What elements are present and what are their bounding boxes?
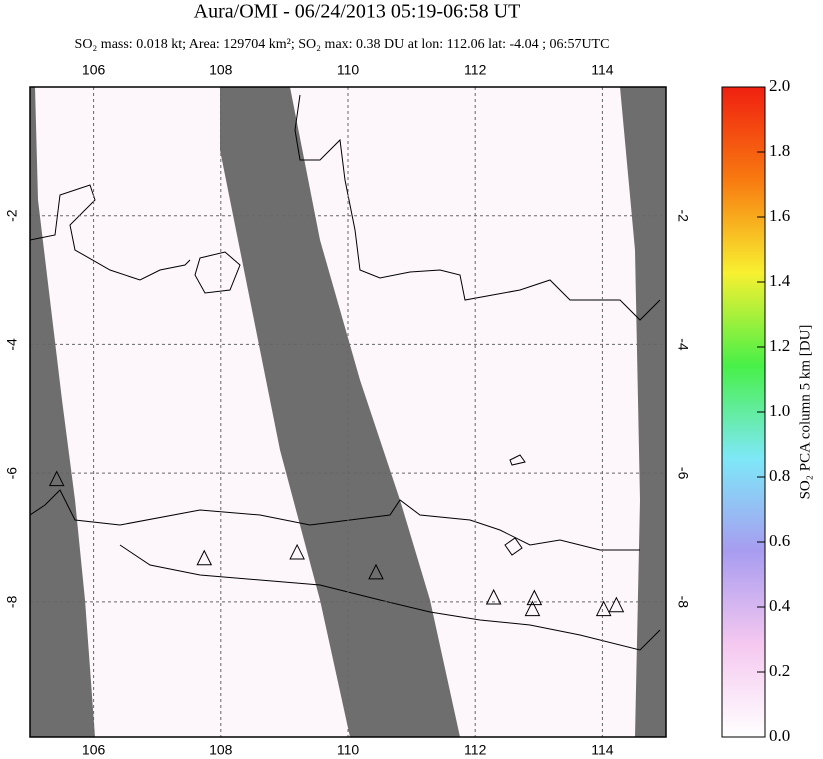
x-tick-label: 110: [337, 62, 360, 78]
colorbar-tick-label: 1.4: [769, 271, 791, 290]
y-tick-label: -4: [675, 338, 691, 351]
x-tick-label: 110: [337, 742, 360, 758]
colorbar-tick-label: 1.0: [769, 401, 790, 420]
colorbar-tick-label: 0.6: [769, 531, 790, 550]
x-tick-label: 108: [209, 62, 233, 78]
volcano: [485, 588, 502, 605]
x-tick-label: 106: [82, 742, 106, 758]
subtitle: SO₂ mass: 0.018 kt; Area: 129704 km²; SO…: [75, 37, 610, 52]
colorbar-tick-label: 0.0: [769, 726, 790, 745]
coastlines: [30, 94, 661, 651]
no-data-swath: [30, 87, 95, 737]
y-tick-label: -8: [675, 596, 691, 609]
y-tick-label: -2: [4, 209, 20, 222]
colorbar-tick-label: 1.6: [769, 206, 790, 225]
grid: [30, 87, 666, 737]
no-data-swath: [620, 87, 666, 737]
volcano: [524, 600, 541, 617]
map-frame: [29, 86, 667, 738]
x-tick-label: 114: [591, 62, 614, 78]
colorbar-tick-label: 1.8: [769, 141, 790, 160]
y-tick-label: -2: [675, 209, 691, 222]
no-data-swath: [220, 87, 460, 737]
volcano-layer: [48, 470, 625, 617]
y-tick-label: -4: [4, 338, 20, 351]
colorbar-tick-label: 0.8: [769, 466, 790, 485]
colorbar-tick-label: 2.0: [769, 76, 790, 95]
y-tick-label: -6: [4, 467, 20, 480]
colorbar-tick-label: 0.4: [769, 596, 791, 615]
volcano: [196, 549, 213, 566]
volcano: [289, 543, 305, 560]
x-tick-label: 112: [464, 62, 487, 78]
y-tick-label: -6: [675, 467, 691, 480]
x-tick-label: 114: [591, 742, 614, 758]
colorbar-tick-label: 1.2: [769, 336, 790, 355]
title: Aura/OMI - 06/24/2013 05:19-06:58 UT: [194, 1, 521, 23]
colorbar-label: SO₂ PCA column 5 km [DU]: [797, 325, 813, 500]
volcano: [48, 470, 65, 487]
x-tick-label: 108: [209, 742, 233, 758]
y-tick-label: -8: [4, 595, 20, 608]
x-tick-label: 112: [464, 742, 487, 758]
x-tick-label: 106: [82, 62, 106, 78]
volcano: [608, 596, 625, 613]
colorbar-tick-label: 0.2: [769, 661, 790, 680]
volcano: [595, 600, 612, 617]
volcano: [368, 563, 384, 580]
